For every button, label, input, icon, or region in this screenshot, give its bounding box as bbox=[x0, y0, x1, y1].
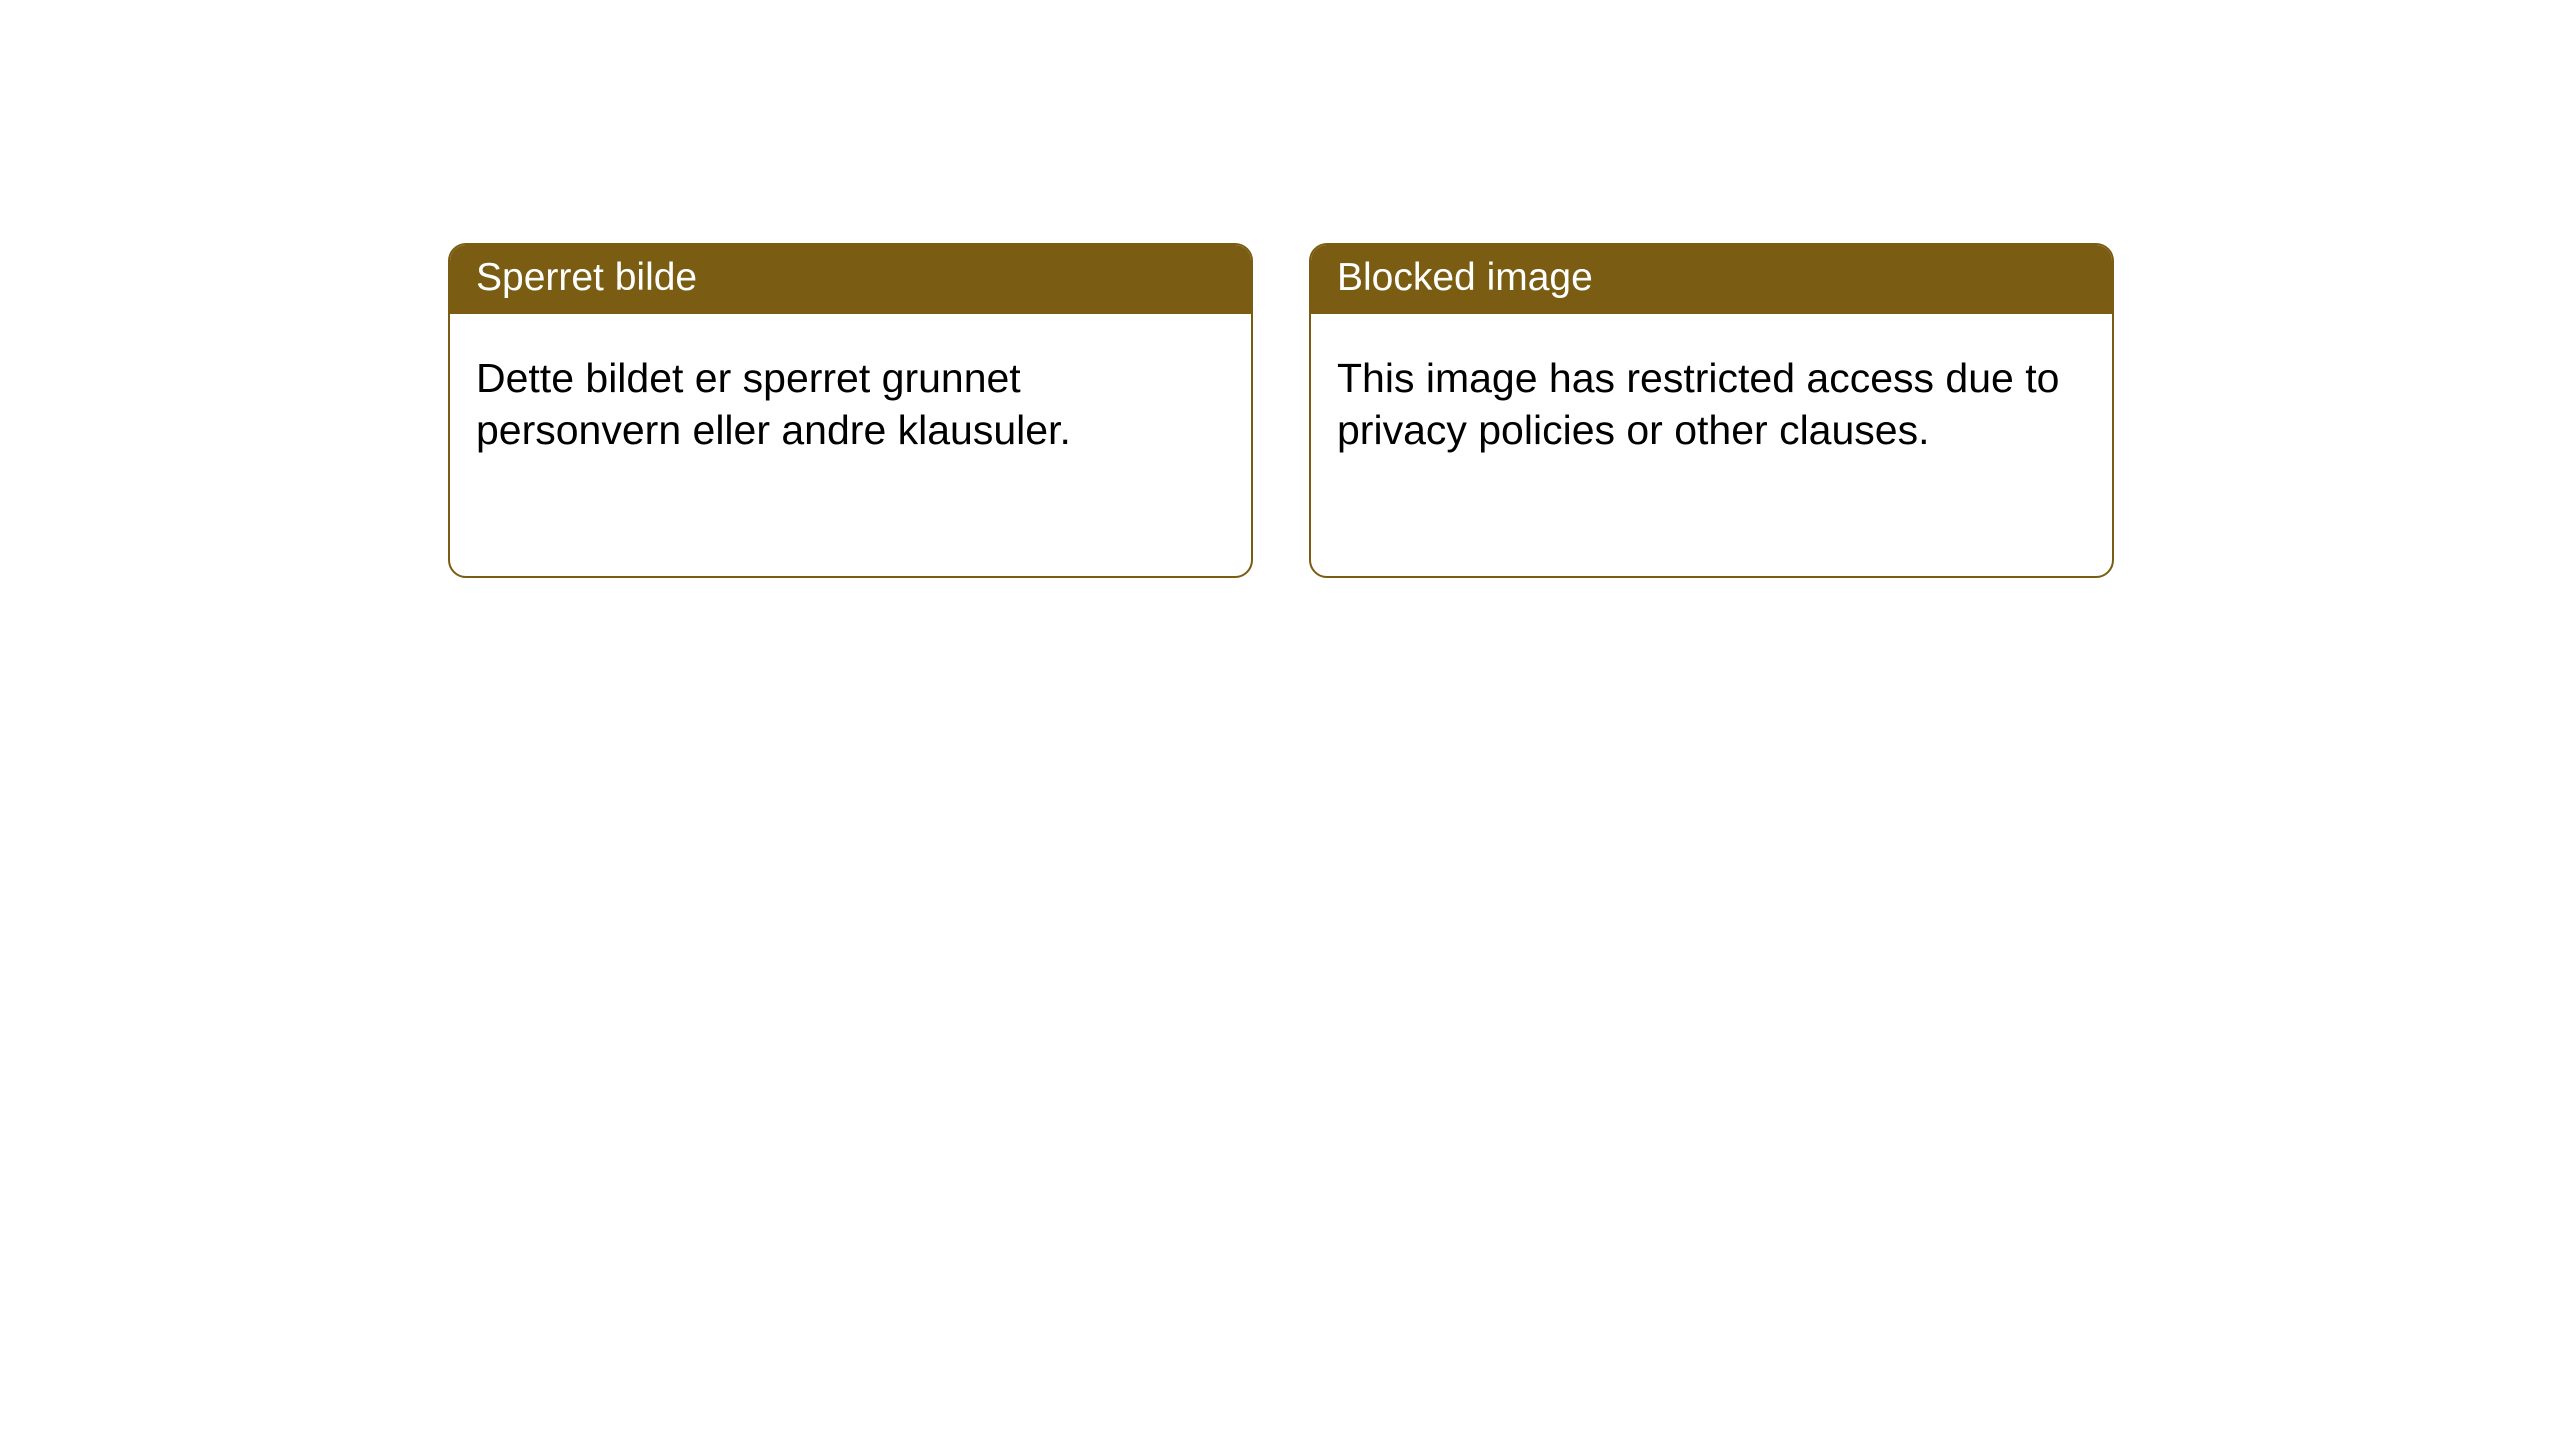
notice-card-english: Blocked image This image has restricted … bbox=[1309, 243, 2114, 578]
notice-container: Sperret bilde Dette bildet er sperret gr… bbox=[0, 0, 2560, 578]
card-title: Blocked image bbox=[1311, 245, 2112, 314]
card-body: Dette bildet er sperret grunnet personve… bbox=[450, 314, 1251, 483]
card-body: This image has restricted access due to … bbox=[1311, 314, 2112, 483]
notice-card-norwegian: Sperret bilde Dette bildet er sperret gr… bbox=[448, 243, 1253, 578]
card-title: Sperret bilde bbox=[450, 245, 1251, 314]
